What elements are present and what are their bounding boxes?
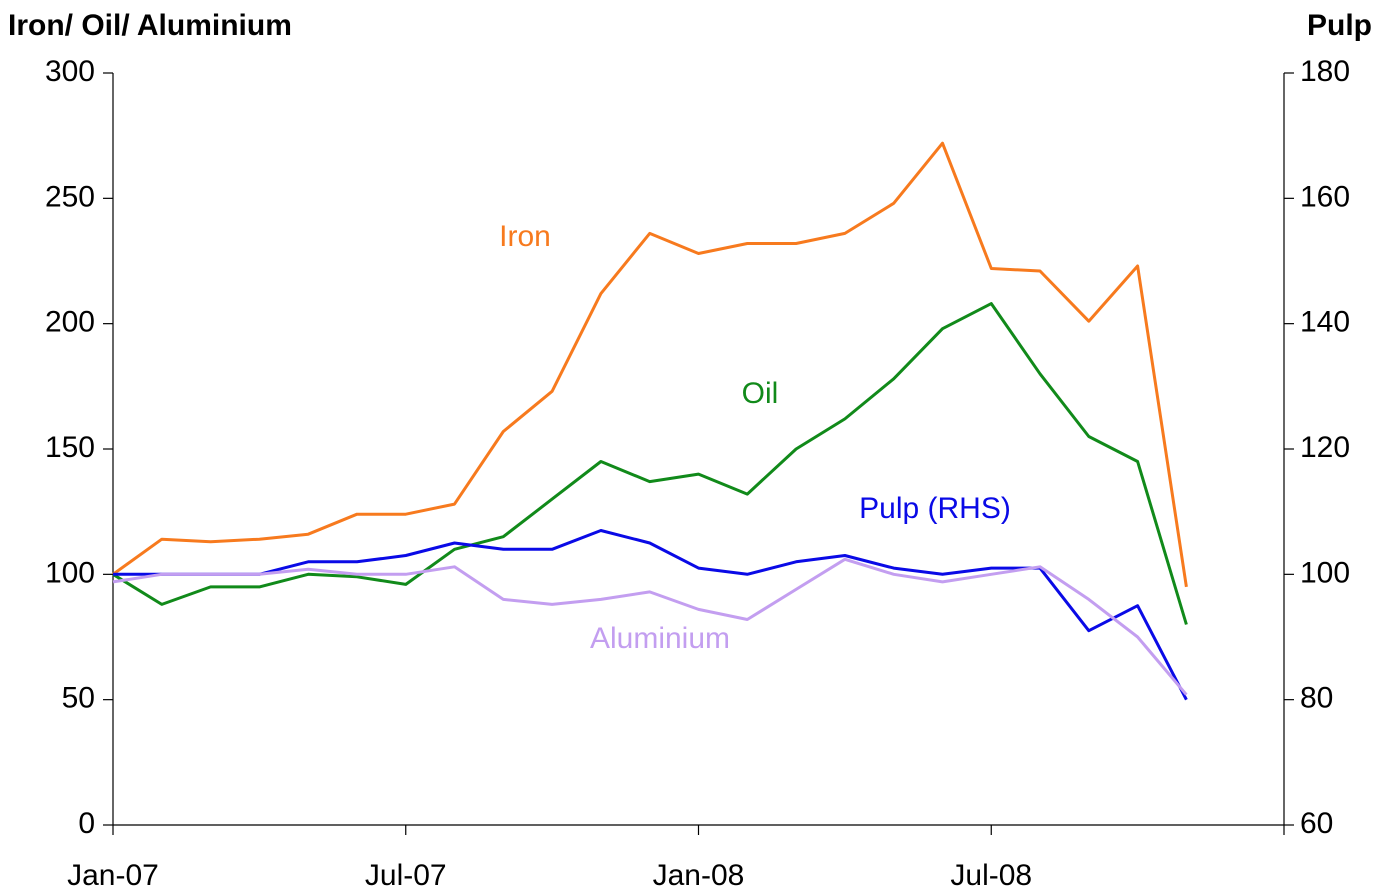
y2-tick-label: 180 — [1300, 55, 1350, 88]
x-tick-label: Jul-07 — [365, 859, 447, 892]
y2-axis-title: Pulp — [1307, 9, 1372, 42]
y2-tick-label: 100 — [1300, 556, 1350, 589]
y2-tick-label: 160 — [1300, 180, 1350, 213]
y-tick-label: 300 — [45, 55, 95, 88]
y-tick-label: 250 — [45, 180, 95, 213]
series-label: Aluminium — [590, 622, 730, 655]
y-tick-label: 100 — [45, 556, 95, 589]
series-label: Pulp (RHS) — [859, 492, 1011, 525]
y2-tick-label: 80 — [1300, 682, 1333, 715]
series-line — [113, 529, 1188, 701]
y-tick-label: 50 — [62, 682, 95, 715]
y-tick-label: 150 — [45, 431, 95, 464]
y-axis-title: Iron/ Oil/ Aluminium — [8, 9, 292, 42]
x-tick-label: Jan-08 — [653, 859, 745, 892]
x-tick-label: Jul-08 — [950, 859, 1032, 892]
series-label: Iron — [499, 220, 551, 253]
y2-tick-label: 120 — [1300, 431, 1350, 464]
x-tick-label: Jan-07 — [67, 859, 159, 892]
series-line — [112, 141, 1188, 588]
series-line — [112, 302, 1188, 625]
y2-tick-label: 140 — [1300, 306, 1350, 339]
series-label: Oil — [742, 377, 779, 410]
y-tick-label: 200 — [45, 306, 95, 339]
y2-tick-label: 60 — [1300, 807, 1333, 840]
y-tick-label: 0 — [78, 807, 95, 840]
series-line — [112, 557, 1188, 696]
